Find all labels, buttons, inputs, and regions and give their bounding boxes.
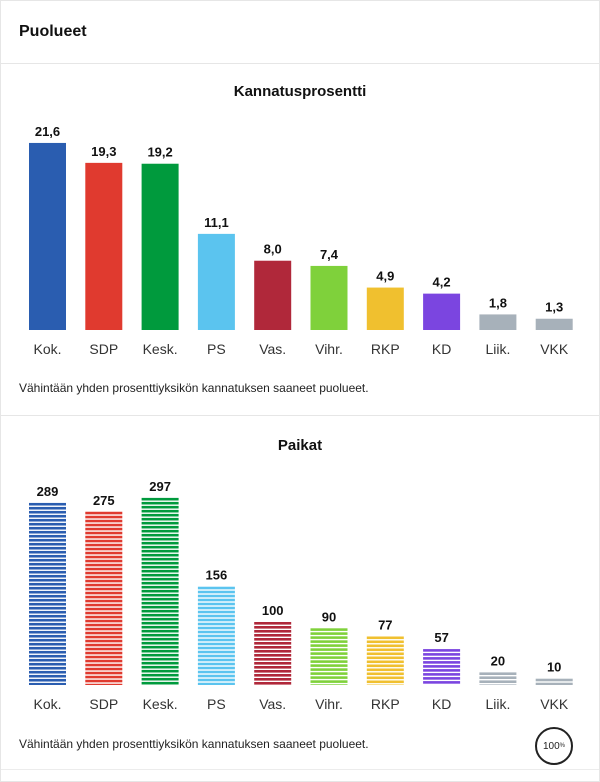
progress-value: 100 (542, 740, 560, 752)
category-label: Kesk. (143, 696, 178, 712)
bar (254, 622, 292, 685)
category-label: SDP (89, 696, 118, 712)
bar (141, 497, 179, 685)
category-label: RKP (371, 341, 400, 357)
seats-chart: 289 Kok. 275 SDP 297 Kesk. 156 PS 100 Vas. 90 Vihr.… (29, 479, 573, 712)
bar (197, 586, 235, 685)
value-label: 77 (378, 617, 392, 632)
value-label: 1,3 (545, 300, 563, 315)
category-label: RKP (371, 696, 400, 712)
bar (479, 314, 517, 330)
value-label: 11,1 (204, 215, 229, 230)
progress-unit: % (559, 743, 566, 749)
bar (29, 142, 66, 330)
value-label: 297 (149, 479, 171, 494)
bar (85, 162, 123, 330)
value-label: 21,6 (35, 124, 60, 139)
bar (535, 318, 573, 330)
category-label: Vihr. (315, 341, 343, 357)
category-label: Liik. (485, 341, 510, 357)
value-label: 100 (262, 603, 284, 618)
seats-chart-note: Vähintään yhden prosenttiyksikön kannatu… (19, 737, 369, 751)
seats-chart-title: Paikat (277, 437, 323, 454)
value-label: 1,8 (489, 295, 507, 310)
bar (366, 287, 404, 330)
bar (423, 649, 461, 684)
value-label: 7,4 (320, 247, 339, 262)
support-percentage-chart: 21,6 Kok. 19,3 SDP 19,2 Kesk. 11,1 PS 8,0 Vas. 7,4… (29, 124, 573, 357)
support-chart-title: Kannatusprosentti (233, 83, 367, 100)
panel-header: Puolueet (1, 1, 599, 64)
bar (254, 260, 292, 330)
value-label: 4,2 (433, 275, 451, 290)
category-label: KD (432, 696, 451, 712)
category-label: KD (432, 341, 451, 357)
category-label: Kok. (33, 341, 61, 357)
value-label: 289 (37, 484, 59, 499)
value-label: 20 (491, 653, 505, 668)
value-label: 19,3 (91, 144, 116, 159)
category-label: Vas. (259, 341, 286, 357)
progress-badge: 100% (535, 727, 573, 765)
bar (85, 511, 123, 685)
category-label: VKK (540, 696, 569, 712)
value-label: 10 (547, 660, 561, 675)
value-label: 57 (434, 630, 448, 645)
value-label: 90 (322, 609, 336, 624)
bar (310, 265, 348, 330)
bar (535, 678, 573, 685)
category-label: Liik. (485, 696, 510, 712)
category-label: Kok. (33, 696, 61, 712)
category-label: VKK (540, 341, 569, 357)
section-divider (1, 415, 599, 416)
value-label: 4,9 (376, 269, 394, 284)
category-label: Vas. (259, 696, 286, 712)
category-label: PS (207, 341, 226, 357)
value-label: 8,0 (264, 242, 282, 257)
category-label: Vihr. (315, 696, 343, 712)
bar (29, 502, 66, 685)
bar (197, 233, 235, 330)
bottom-divider (1, 769, 599, 770)
bar (141, 163, 179, 330)
value-label: 19,2 (147, 145, 172, 160)
category-label: SDP (89, 341, 118, 357)
value-label: 156 (206, 568, 228, 583)
bar (310, 628, 348, 685)
category-label: PS (207, 696, 226, 712)
category-label: Kesk. (143, 341, 178, 357)
bar (366, 636, 404, 685)
value-label: 275 (93, 493, 115, 508)
bar (479, 672, 517, 685)
support-chart-note: Vähintään yhden prosenttiyksikön kannatu… (19, 381, 369, 395)
bar (423, 293, 461, 330)
panel-title: Puolueet (19, 23, 87, 40)
